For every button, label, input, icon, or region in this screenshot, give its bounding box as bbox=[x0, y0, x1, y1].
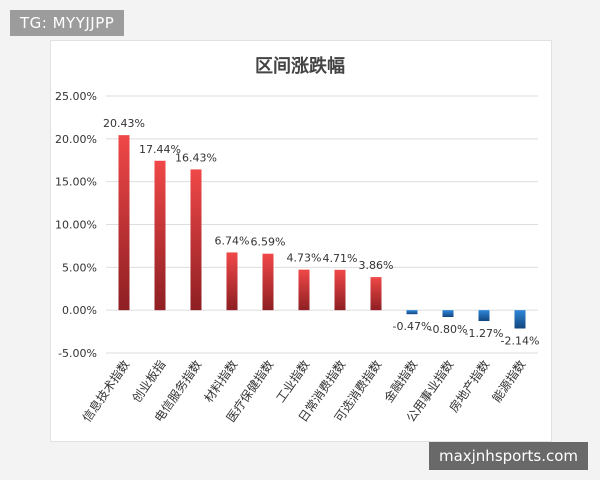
watermark-bottom-right: maxjnhsports.com bbox=[428, 442, 588, 470]
data-label: -0.47% bbox=[393, 320, 432, 333]
data-labels: 20.43% 17.44%16.43% 6.74% 6.59%4.73% 4.71%3.… bbox=[103, 117, 539, 347]
data-label: 16.43% bbox=[175, 151, 217, 164]
bar bbox=[190, 169, 202, 311]
watermark-top-left: TG: MYYJJPP bbox=[10, 10, 125, 36]
bar bbox=[334, 269, 346, 311]
data-label: 4.73% bbox=[287, 252, 322, 265]
data-label: -1.27% bbox=[465, 327, 504, 340]
bar bbox=[154, 160, 166, 311]
chart-card bbox=[50, 40, 552, 442]
bar bbox=[262, 253, 274, 311]
bars bbox=[118, 135, 526, 329]
x-axis-categories: 信息技术指数创业板指电信服务指数材料指数医疗保健指数工业指数日常消费指数可选消费… bbox=[79, 357, 529, 425]
y-tick-label: 5.00% bbox=[62, 261, 97, 274]
data-label: 3.86% bbox=[359, 259, 394, 272]
grid-lines bbox=[106, 95, 538, 354]
y-tick-label: 0.00% bbox=[62, 304, 97, 317]
data-label: -0.80% bbox=[429, 323, 468, 336]
x-category-label: 能源指数 bbox=[489, 357, 529, 405]
bar bbox=[478, 310, 490, 322]
data-label: 6.59% bbox=[251, 236, 286, 249]
y-tick-label: -5.00% bbox=[58, 347, 97, 360]
bar bbox=[406, 310, 418, 315]
y-tick-label: 25.00% bbox=[55, 90, 97, 103]
bar bbox=[298, 269, 310, 311]
chart-title: 区间涨跌幅 bbox=[255, 55, 345, 77]
data-label: 17.44% bbox=[139, 143, 181, 156]
y-tick-label: 15.00% bbox=[55, 176, 97, 189]
bar bbox=[514, 310, 526, 329]
y-axis-ticks: 25.00% 20.00% 15.00% 10.00% 5.00% 0.00% -5.00% bbox=[55, 90, 97, 360]
y-tick-label: 10.00% bbox=[55, 219, 97, 232]
x-category-label: 创业板指 bbox=[129, 357, 169, 405]
bar bbox=[370, 277, 382, 311]
data-label: 4.71% bbox=[323, 252, 358, 265]
bar bbox=[118, 135, 130, 311]
bar bbox=[226, 252, 238, 311]
data-label: 6.74% bbox=[215, 234, 250, 247]
x-category-label: 材料指数 bbox=[201, 357, 241, 405]
x-category-label: 金融指数 bbox=[381, 357, 421, 405]
data-label: 20.43% bbox=[103, 117, 145, 130]
data-label: -2.14% bbox=[501, 334, 540, 347]
x-category-label: 工业指数 bbox=[273, 357, 313, 405]
bar bbox=[442, 310, 454, 318]
y-tick-label: 20.00% bbox=[55, 133, 97, 146]
x-category-label: 信息技术指数 bbox=[79, 357, 133, 425]
